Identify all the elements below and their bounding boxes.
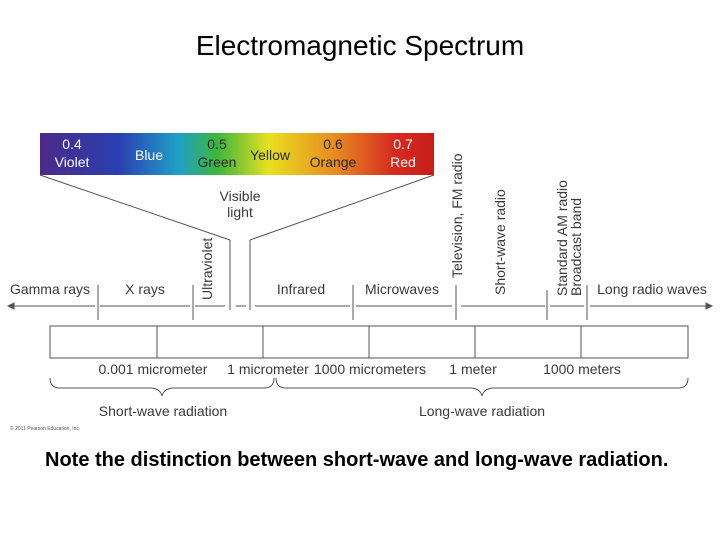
scale-1-meter: 1 meter [449,361,497,377]
band-green-name: Green [198,154,237,170]
long-wave-brace [275,377,689,397]
band-orange-name: Orange [310,154,357,170]
short-wave-radiation-label: Short-wave radiation [99,403,227,419]
band-green-wl: 0.5 [207,136,227,152]
ultraviolet-label: Ultraviolet [199,238,215,300]
em-spectrum-diagram: 0.4 Violet Blue 0.5 Green Yellow 0.6 Ora… [6,133,714,432]
region-microwaves: Microwaves [365,281,439,297]
am-radio-label-2: Broadcast band [568,198,584,296]
funnel-right-line [249,174,435,241]
band-violet-name: Violet [55,154,90,170]
band-red-name: Red [390,154,416,170]
note-text: Note the distinction between short-wave … [45,449,669,471]
long-wave-radiation-label: Long-wave radiation [419,403,545,419]
band-yellow-name: Yellow [250,147,291,163]
region-long-radio: Long radio waves [597,281,707,297]
page-title: Electromagnetic Spectrum [195,30,525,61]
band-blue-name: Blue [135,147,163,163]
scale-1000-micrometers: 1000 micrometers [314,361,426,377]
scale-1000-meters: 1000 meters [543,361,621,377]
scale-0001-micrometer: 0.001 micrometer [99,361,208,377]
television-label: Television, FM radio [449,153,465,278]
region-gamma: Gamma rays [10,281,90,297]
band-violet-wl: 0.4 [62,136,82,152]
short-wave-brace [49,377,275,397]
scale-1-micrometer: 1 micrometer [227,361,309,377]
funnel-left-line [39,174,231,241]
am-radio-label-1: Standard AM radio [554,180,570,296]
band-red-wl: 0.7 [393,136,413,152]
visible-spectrum-bar [40,133,434,175]
region-infrared: Infrared [277,281,325,297]
shortwave-radio-label: Short-wave radio [492,189,508,295]
visible-label-2: light [227,204,253,220]
region-arrows [6,285,714,320]
visible-label-1: Visible [220,188,261,204]
band-orange-wl: 0.6 [323,136,343,152]
region-xrays: X rays [125,281,165,297]
scale-dividers [156,326,582,358]
copyright-text: © 2011 Pearson Education, Inc. [10,425,80,432]
